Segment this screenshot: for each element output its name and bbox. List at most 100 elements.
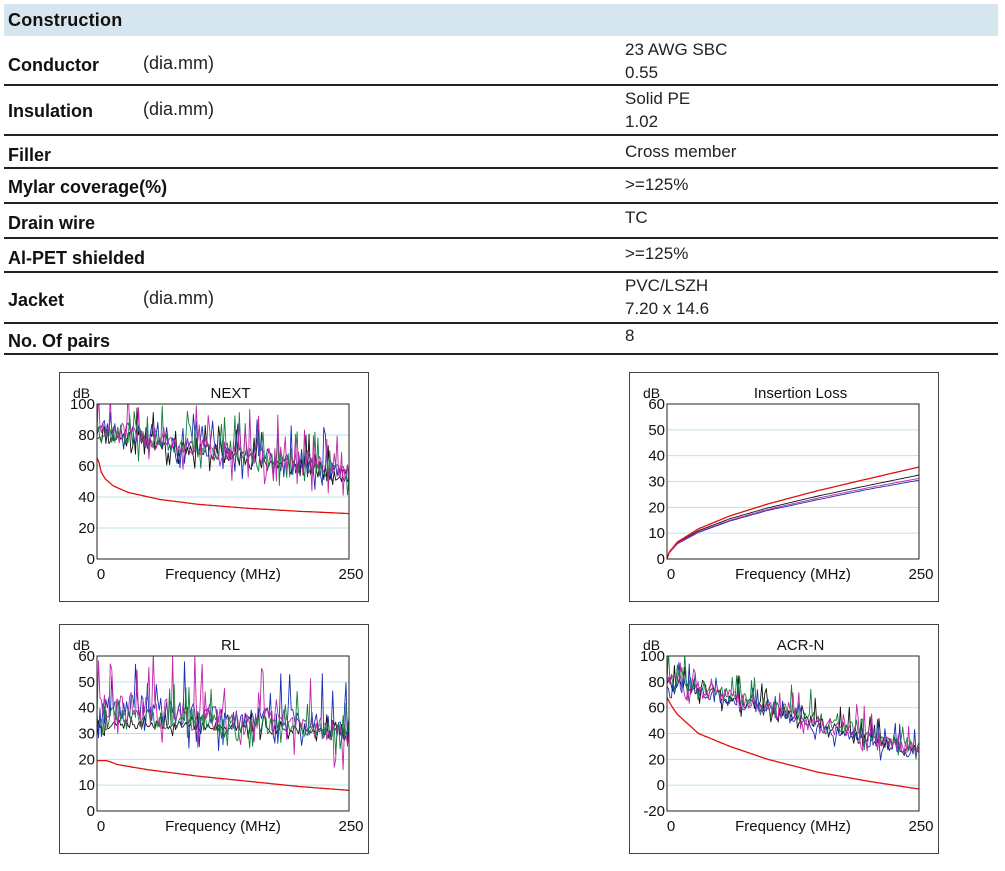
spec-value-line: 1.02	[625, 112, 659, 131]
measured-line	[97, 684, 349, 755]
x-tick-label: 0	[667, 818, 675, 835]
spec-row-filler: Filler Cross member	[4, 136, 998, 169]
construction-header: Construction	[4, 4, 998, 36]
measured-line	[97, 404, 349, 496]
x-tick-label: 250	[338, 566, 363, 583]
spec-unit: (dia.mm)	[143, 99, 214, 119]
rl-chart-svg: 0 10 20 30 40 50 60 0 250 dB RL Frequency (MHz)	[73, 637, 364, 835]
y-tick-label: 80	[78, 427, 95, 444]
spec-value-line: >=125%	[625, 244, 689, 263]
spec-row-mylar: Mylar coverage(%) >=125%	[4, 169, 998, 204]
y-tick-label: 100	[70, 396, 95, 413]
spec-value: PVC/LSZH 7.20 x 14.6	[625, 274, 709, 320]
y-tick-label: 80	[648, 674, 665, 691]
measured-line	[667, 477, 919, 559]
x-tick-label: 250	[338, 818, 363, 835]
construction-title: Construction	[8, 9, 123, 30]
spec-row-jacket: Jacket (dia.mm) PVC/LSZH 7.20 x 14.6	[4, 273, 998, 324]
measured-line	[667, 662, 919, 755]
spec-value-line: >=125%	[625, 175, 689, 194]
spec-label: Al-PET shielded	[8, 248, 146, 268]
chart-title: ACR-N	[777, 637, 825, 654]
spec-value-line: PVC/LSZH	[625, 276, 709, 295]
series-group	[97, 404, 349, 515]
x-axis-label: Frequency (MHz)	[165, 818, 281, 835]
plot-frame	[666, 655, 920, 812]
y-tick-label: 10	[78, 777, 95, 794]
y-tick-label: 60	[78, 648, 95, 665]
x-axis-label: Frequency (MHz)	[165, 566, 281, 583]
next-chart-svg: 0 20 40 60 80 100 0 250 dB NEXT Frequency (MHz)	[70, 385, 364, 583]
next-chart: 0 20 40 60 80 100 0 250 dB NEXT Frequency (MHz)	[59, 372, 369, 602]
y-tick-label: 100	[640, 648, 665, 665]
y-tick-label: 50	[648, 422, 665, 439]
spec-value-line: 0.55	[625, 63, 659, 82]
x-tick-label: 0	[667, 566, 675, 583]
y-axis-label: dB	[73, 637, 90, 653]
spec-label: Insulation	[8, 101, 93, 121]
y-tick-label: 40	[648, 448, 665, 465]
measured-line	[667, 656, 919, 760]
chart-title: Insertion Loss	[754, 385, 847, 402]
x-tick-label: 250	[908, 566, 933, 583]
spec-value: Cross member	[625, 140, 736, 163]
il-chart-svg: 0 10 20 30 40 50 60 0 250 dB Insertion Loss Frequen…	[643, 385, 934, 583]
plot-frame	[96, 655, 350, 812]
spec-value-line: 23 AWG SBC	[625, 40, 728, 59]
insertion-loss-chart: 0 10 20 30 40 50 60 0 250 dB Insertion Loss Frequen…	[629, 372, 939, 602]
spec-label: Conductor	[8, 55, 99, 75]
y-tick-label: 30	[648, 474, 665, 491]
x-axis-label: Frequency (MHz)	[735, 566, 851, 583]
y-tick-label: 50	[78, 674, 95, 691]
y-tick-label: 60	[78, 458, 95, 475]
limit-line	[667, 466, 919, 559]
spec-value: 23 AWG SBC 0.55	[625, 38, 727, 84]
spec-row-conductor: Conductor (dia.mm) 23 AWG SBC 0.55	[4, 36, 998, 86]
plot-frame	[96, 403, 350, 560]
y-tick-label: -20	[643, 803, 665, 820]
spec-value: >=125%	[625, 242, 688, 265]
spec-row-al-pet: Al-PET shielded >=125%	[4, 239, 998, 273]
measured-line	[97, 656, 349, 770]
measured-line	[97, 661, 349, 752]
spec-value: TC	[625, 206, 648, 229]
y-tick-label: 30	[78, 726, 95, 743]
spec-value-line: 8	[625, 326, 635, 345]
construction-table: Construction Conductor (dia.mm) 23 AWG S…	[4, 4, 998, 355]
spec-value: Solid PE 1.02	[625, 87, 690, 133]
spec-unit: (dia.mm)	[143, 288, 214, 308]
spec-row-pairs: No. Of pairs 8	[4, 324, 998, 355]
y-tick-label: 60	[648, 700, 665, 717]
y-tick-label: 20	[78, 751, 95, 768]
y-tick-label: 20	[78, 520, 95, 537]
limit-line	[97, 457, 349, 515]
spec-row-drain-wire: Drain wire TC	[4, 204, 998, 239]
spec-unit: (dia.mm)	[143, 53, 214, 73]
x-tick-label: 0	[97, 566, 105, 583]
spec-value-line: 7.20 x 14.6	[625, 299, 710, 318]
spec-value: >=125%	[625, 173, 688, 196]
measured-line	[667, 479, 919, 559]
x-tick-label: 0	[97, 818, 105, 835]
spec-label: Jacket	[8, 290, 65, 310]
plot-frame	[666, 403, 920, 560]
y-tick-label: 0	[657, 777, 665, 794]
rl-chart: 0 10 20 30 40 50 60 0 250 dB RL Frequency (MHz)	[59, 624, 369, 854]
spec-value-line: TC	[625, 208, 648, 227]
spec-label: Mylar coverage(%)	[8, 177, 168, 197]
series-group	[667, 656, 919, 790]
measured-line	[667, 474, 919, 559]
limit-line	[97, 759, 349, 791]
spec-value-line: Cross member	[625, 142, 737, 161]
y-tick-label: 0	[87, 551, 95, 568]
spec-label: Filler	[8, 145, 52, 165]
y-axis-label: dB	[643, 385, 660, 401]
spec-value-line: Solid PE	[625, 89, 691, 108]
y-tick-label: 0	[657, 551, 665, 568]
measured-line	[97, 405, 349, 496]
x-tick-label: 250	[908, 818, 933, 835]
spec-value: 8	[625, 324, 634, 347]
y-tick-label: 20	[648, 499, 665, 516]
y-tick-label: 20	[648, 751, 665, 768]
